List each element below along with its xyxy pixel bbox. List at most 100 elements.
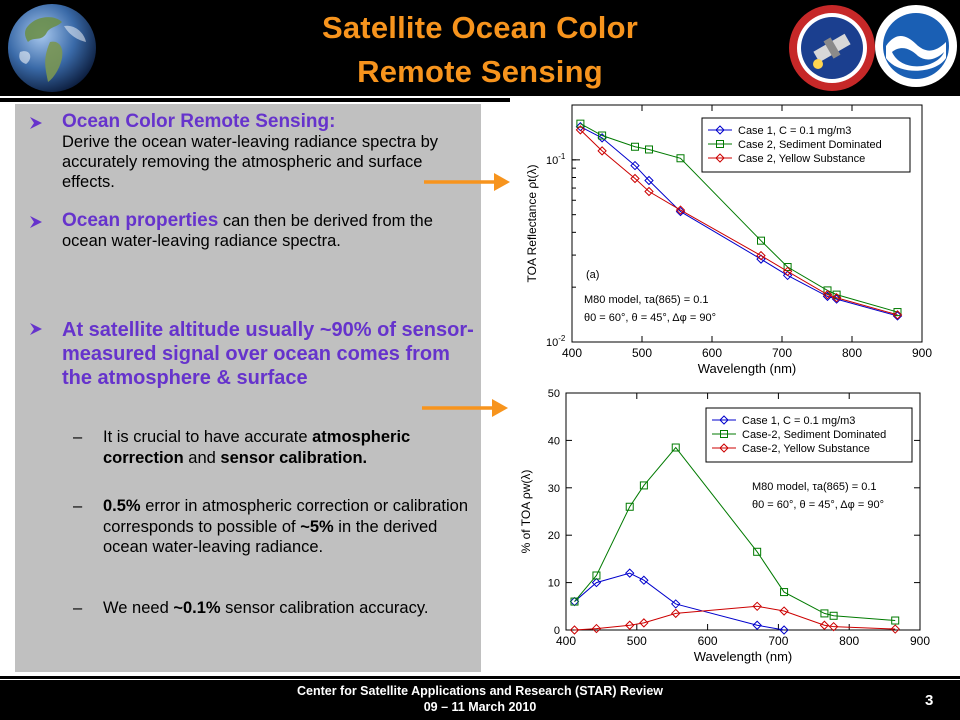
sub-text-bold: ~5% xyxy=(300,517,334,536)
data-point xyxy=(671,599,681,609)
sub-text: We need xyxy=(103,599,174,617)
series-line-1 xyxy=(574,446,896,622)
data-point xyxy=(753,547,762,556)
data-point xyxy=(828,621,839,632)
slide-title-line-1: Satellite Ocean Color xyxy=(321,10,639,45)
orange-pointer-arrow-top xyxy=(424,173,510,191)
bullet-lead: Ocean properties xyxy=(62,210,219,231)
legend-item-label: Case 2, Yellow Substance xyxy=(738,153,865,165)
sub-text-bold: sensor calibration. xyxy=(220,448,368,467)
bullet-ocean-properties: Ocean properties can then be derived fro… xyxy=(29,211,479,251)
data-point xyxy=(639,575,649,585)
legend-item-marker xyxy=(715,125,725,135)
legend-item-label: Case-2, Sediment Dominated xyxy=(742,429,886,441)
bullet-text: At satellite altitude usually ~90% of se… xyxy=(62,319,474,389)
x-tick-label: 900 xyxy=(910,634,930,648)
data-point xyxy=(598,131,607,140)
series-line-1 xyxy=(580,123,898,313)
x-axis-label: Wavelength (nm) xyxy=(698,361,797,376)
data-point xyxy=(570,597,579,606)
legend-item-marker xyxy=(719,443,729,453)
x-tick-label: 700 xyxy=(772,346,792,360)
data-point xyxy=(597,146,607,156)
sub-text-bold: 0.5% xyxy=(103,497,141,515)
series-line-2 xyxy=(580,129,898,316)
data-point xyxy=(630,160,640,171)
data-point xyxy=(675,206,686,217)
content-panel: Ocean Color Remote Sensing: Derive the o… xyxy=(15,104,481,672)
sub-text: in the derived ocean water-leaving radia… xyxy=(103,517,438,557)
bullet-text: Derive the ocean water-leaving radiance … xyxy=(62,133,439,191)
y-tick-label: 30 xyxy=(548,483,560,495)
x-tick-label: 500 xyxy=(632,346,652,360)
series-line-0 xyxy=(574,572,785,631)
y-tick-label: 50 xyxy=(548,388,560,400)
data-point xyxy=(752,601,762,612)
data-point xyxy=(783,263,792,272)
noaa-logo xyxy=(875,5,957,87)
page-number: 3 xyxy=(925,692,934,709)
data-point xyxy=(639,618,649,628)
data-point xyxy=(625,620,635,630)
data-point xyxy=(575,125,586,135)
x-axis-label: Wavelength (nm) xyxy=(694,649,793,664)
geometry-note: θ0 = 60°, θ = 45°, Δφ = 90° xyxy=(584,312,716,324)
y-tick-label: 10-1 xyxy=(546,152,566,167)
sub-text: It is crucial to have accurate xyxy=(103,428,313,446)
y-axis-label: % of TOA ρw(λ) xyxy=(519,470,533,554)
noaa-nesdis-star-logo xyxy=(789,5,875,91)
y-axis-label: TOA Reflectance ρt(λ) xyxy=(525,165,539,283)
data-point xyxy=(820,609,829,618)
data-point xyxy=(625,568,635,578)
bullet-lead: Ocean Color Remote Sensing: xyxy=(62,111,336,132)
legend-item-label: Case-2, Yellow Substance xyxy=(742,443,870,455)
x-tick-label: 700 xyxy=(768,634,788,648)
data-point xyxy=(569,625,580,635)
y-tick-label: 0 xyxy=(554,625,560,637)
y-tick-label: 40 xyxy=(548,435,560,447)
data-point xyxy=(757,236,765,245)
geometry-note: θ0 = 60°, θ = 45°, Δφ = 90° xyxy=(752,499,884,511)
legend-box xyxy=(701,117,911,173)
arrow-bullet-icon xyxy=(30,216,42,228)
model-note: M80 model, τa(865) = 0.1 xyxy=(584,294,709,306)
data-point xyxy=(782,270,793,281)
data-point xyxy=(644,175,654,186)
data-point xyxy=(756,250,766,261)
model-note: M80 model, τa(865) = 0.1 xyxy=(752,481,877,493)
y-tick-label: 10 xyxy=(548,578,560,590)
legend-item-marker xyxy=(720,430,728,438)
sub-bullet-error: – 0.5% error in atmospheric correction o… xyxy=(73,497,468,557)
data-point xyxy=(752,620,762,630)
sub-bullet-correction: – It is crucial to have accurate atmosph… xyxy=(73,428,411,467)
data-point xyxy=(671,443,680,452)
data-point xyxy=(829,611,838,620)
bullet-ocean-color: Ocean Color Remote Sensing: Derive the o… xyxy=(29,112,479,192)
panel-label: (a) xyxy=(586,269,599,281)
x-tick-label: 400 xyxy=(556,634,576,648)
data-point xyxy=(644,186,654,197)
footer-line-1: Center for Satellite Applications and Re… xyxy=(296,684,664,698)
x-tick-label: 600 xyxy=(698,634,718,648)
x-tick-label: 600 xyxy=(702,346,722,360)
sub-text-bold: atmospheric correction xyxy=(103,428,411,467)
slide-title-line-2: Remote Sensing xyxy=(357,54,603,89)
sub-bullet-calibration: – We need ~0.1% sensor calibration accur… xyxy=(73,599,429,617)
data-point xyxy=(779,625,789,635)
legend-item-label: Case 1, C = 0.1 mg/m3 xyxy=(742,415,855,427)
data-point xyxy=(676,154,685,163)
sub-text-bold: ~0.1% xyxy=(173,599,221,617)
data-point xyxy=(591,623,602,634)
data-point xyxy=(576,119,585,128)
legend-item-label: Case 2, Sediment Dominated xyxy=(738,139,882,151)
data-point xyxy=(630,173,640,184)
legend-item-marker xyxy=(716,140,724,148)
sub-text: and xyxy=(183,448,221,467)
y-tick-label: 20 xyxy=(548,530,560,542)
x-tick-label: 500 xyxy=(627,634,647,648)
footer-line-2: 09 – 11 March 2010 xyxy=(423,700,537,714)
x-tick-label: 800 xyxy=(839,634,859,648)
footer-divider xyxy=(0,676,960,679)
x-tick-label: 800 xyxy=(842,346,862,360)
